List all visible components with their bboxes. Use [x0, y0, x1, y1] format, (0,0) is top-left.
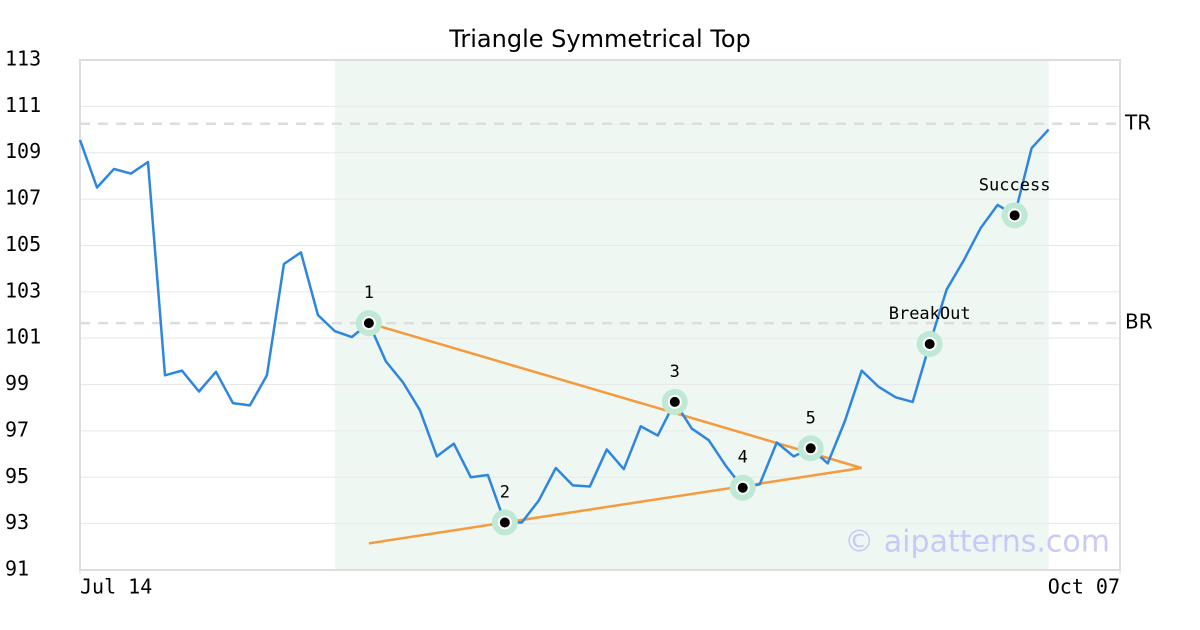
plot-frame [79, 59, 1121, 571]
reference-label: BR [1125, 310, 1153, 334]
pattern-label: BreakOut [889, 304, 971, 324]
y-tick-label: 111 [5, 93, 41, 117]
pattern-point [1007, 208, 1022, 223]
y-tick-label: 113 [5, 47, 41, 71]
y-tick-label: 91 [5, 557, 29, 581]
trendline [368, 466, 862, 545]
pattern-label: 4 [738, 448, 748, 468]
pattern-label: 3 [670, 362, 680, 382]
y-tick-label: 103 [5, 278, 41, 302]
pattern-point [803, 441, 818, 456]
pattern-point [922, 336, 937, 351]
pattern-label: Success [979, 175, 1051, 195]
x-tick-label: Oct 07 [1048, 575, 1120, 599]
pattern-point [735, 480, 750, 495]
x-tick-label: Jul 14 [80, 575, 152, 599]
reference-label: TR [1124, 110, 1151, 134]
y-tick-label: 105 [5, 232, 41, 256]
y-tick-label: 97 [5, 417, 29, 441]
watermark: © aipatterns.com [844, 525, 1110, 560]
y-tick-label: 107 [5, 186, 41, 210]
pattern-label: 2 [500, 482, 510, 502]
y-tick-label: 101 [5, 325, 41, 349]
pattern-label: 1 [364, 283, 374, 303]
pattern-point [667, 394, 682, 409]
pattern-label: 5 [806, 408, 816, 428]
y-tick-label: 109 [5, 139, 41, 163]
y-tick-label: 99 [5, 371, 29, 395]
price-line [78, 128, 1050, 524]
pattern-region [334, 60, 1049, 570]
chart-title: Triangle Symmetrical Top [448, 25, 751, 53]
y-tick-label: 95 [5, 464, 29, 488]
pattern-point [497, 515, 512, 530]
y-tick-label: 93 [5, 510, 29, 534]
pattern-point [361, 316, 376, 331]
